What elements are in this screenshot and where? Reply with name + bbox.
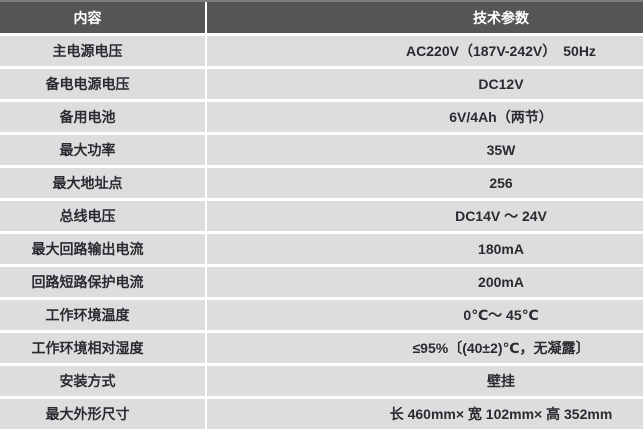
row-label: 最大地址点 bbox=[0, 168, 207, 198]
table-row: 工作环境相对湿度 ≤95%〔(40±2)℃，无凝露〕 bbox=[0, 330, 643, 363]
row-value: 长 460mm× 宽 102mm× 高 352mm bbox=[389, 406, 613, 422]
row-label: 备用电池 bbox=[0, 102, 207, 132]
row-label: 安装方式 bbox=[0, 366, 207, 396]
table-row: 安装方式 壁挂 bbox=[0, 363, 643, 396]
row-value: ≤95%〔(40±2)℃，无凝露〕 bbox=[412, 340, 590, 356]
header-cell-params: 技术参数 bbox=[473, 9, 529, 26]
row-label: 最大回路输出电流 bbox=[0, 234, 207, 264]
table-row: 最大外形尺寸 长 460mm× 宽 102mm× 高 352mm bbox=[0, 396, 643, 429]
table-row: 最大功率 35W bbox=[0, 132, 643, 165]
row-label: 总线电压 bbox=[0, 201, 207, 231]
table-row: 最大地址点 256 bbox=[0, 165, 643, 198]
row-value: 35W bbox=[486, 142, 516, 158]
table-row: 备电电源电压 DC12V bbox=[0, 66, 643, 99]
header-cell-content: 内容 bbox=[0, 2, 207, 33]
row-label: 主电源电压 bbox=[0, 36, 207, 66]
row-label: 最大外形尺寸 bbox=[0, 399, 207, 429]
header-row: 内容 技术参数 bbox=[0, 0, 643, 33]
row-value: 0℃～ 45℃ bbox=[463, 307, 539, 323]
row-label: 最大功率 bbox=[0, 135, 207, 165]
row-value: 壁挂 bbox=[487, 373, 515, 389]
table-row: 主电源电压 AC220V（187V-242V） 50Hz bbox=[0, 33, 643, 66]
table-row: 最大回路输出电流 180mA bbox=[0, 231, 643, 264]
row-value: 6V/4Ah（两节） bbox=[449, 109, 553, 125]
table-row: 总线电压 DC14V ～ 24V bbox=[0, 198, 643, 231]
row-value: DC14V ～ 24V bbox=[455, 208, 547, 224]
row-label: 工作环境温度 bbox=[0, 300, 207, 330]
table-row: 工作环境温度 0℃～ 45℃ bbox=[0, 297, 643, 330]
row-label: 备电电源电压 bbox=[0, 69, 207, 99]
row-value: 180mA bbox=[478, 241, 524, 257]
row-value: 200mA bbox=[478, 274, 524, 290]
row-value: 256 bbox=[489, 175, 513, 191]
table-row: 回路短路保护电流 200mA bbox=[0, 264, 643, 297]
table-row: 备用电池 6V/4Ah（两节） bbox=[0, 99, 643, 132]
row-value: AC220V（187V-242V） 50Hz bbox=[406, 43, 596, 59]
row-value: DC12V bbox=[478, 76, 524, 92]
row-label: 回路短路保护电流 bbox=[0, 267, 207, 297]
row-label: 工作环境相对湿度 bbox=[0, 333, 207, 363]
